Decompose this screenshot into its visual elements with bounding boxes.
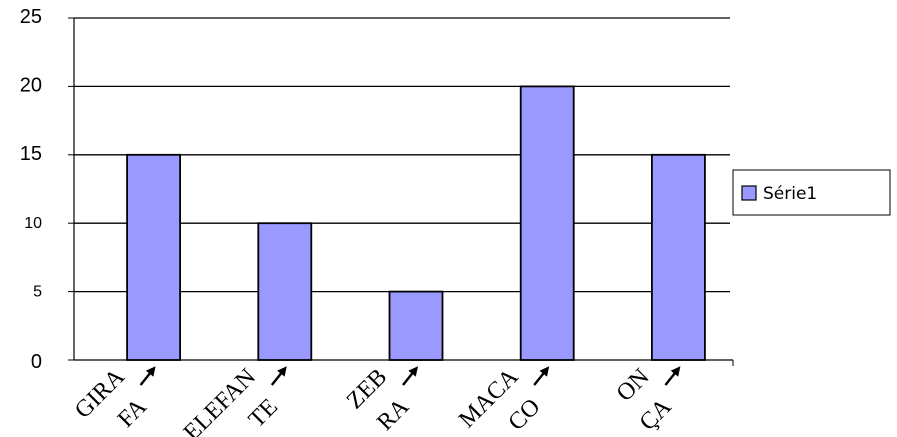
- y-tick-label: 25: [20, 6, 42, 28]
- arrow-icon: [139, 366, 156, 386]
- y-tick-label: 15: [20, 143, 42, 165]
- y-tick-label: 0: [31, 351, 42, 373]
- x-category-label-line1: ELEFAN: [179, 364, 261, 437]
- x-category-label-line2: ÇA: [635, 393, 677, 435]
- y-tick-labels: 0 5 10 15 20 25: [20, 6, 42, 373]
- legend: Série1: [732, 169, 891, 216]
- legend-label: Série1: [763, 184, 817, 204]
- arrow-icon: [664, 366, 681, 386]
- bar: [519, 85, 575, 361]
- gridlines: [74, 17, 730, 293]
- x-category-label-line1: ON: [612, 364, 655, 407]
- legend-swatch: [741, 185, 757, 201]
- x-category-label-line2: FA: [113, 393, 152, 432]
- x-category-label-line2: TE: [244, 394, 283, 433]
- legend-frame: [732, 169, 891, 216]
- y-tick-label: 10: [24, 215, 42, 232]
- arrow-icon: [270, 366, 287, 386]
- y-tick-label: 20: [20, 74, 42, 96]
- arrow-icon: [533, 366, 550, 386]
- x-category-label-line2: CO: [503, 394, 545, 436]
- bar: [126, 153, 181, 361]
- bar: [651, 153, 706, 361]
- x-category-label-line2: RA: [372, 393, 414, 435]
- arrow-icon: [402, 366, 418, 386]
- bar: [388, 290, 444, 361]
- y-tick-label: 5: [33, 284, 42, 301]
- bars: [126, 85, 706, 361]
- bar: [257, 222, 313, 361]
